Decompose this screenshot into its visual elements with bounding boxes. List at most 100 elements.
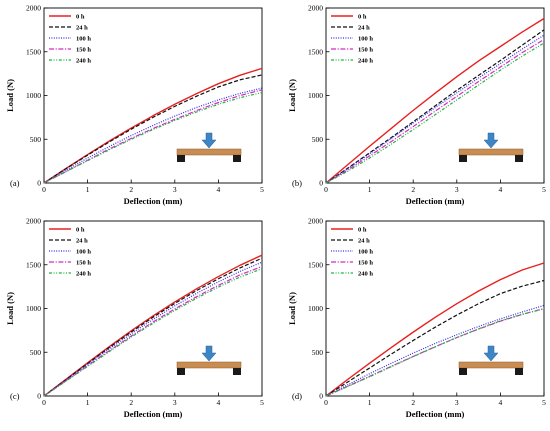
x-tick-label: 1 <box>86 398 90 407</box>
legend-label: 150 h <box>358 46 373 53</box>
x-tick-label: 1 <box>368 398 372 407</box>
legend-label: 150 h <box>76 259 91 266</box>
x-tick-label: 1 <box>368 185 372 194</box>
legend-label: 24 h <box>358 237 370 244</box>
x-tick-label: 4 <box>217 185 221 194</box>
left-support-icon <box>459 155 467 162</box>
series-line <box>325 42 545 184</box>
legend-label: 100 h <box>76 35 91 42</box>
x-axis-title: Deflection (mm) <box>406 409 465 419</box>
series-line <box>43 268 263 397</box>
y-tick-label: 1000 <box>26 304 41 313</box>
series-line <box>43 87 263 184</box>
x-tick-label: 2 <box>129 185 133 194</box>
y-tick-label: 0 <box>37 392 41 401</box>
chart-panel: 0 1 2 3 4 5 0 500 1000 1500 2000 Deflection (mm) Loa… <box>287 217 546 419</box>
y-tick-label: 1000 <box>308 91 323 100</box>
series-line <box>43 261 263 397</box>
legend-label: 240 h <box>358 270 373 277</box>
y-axis-title: Load (N) <box>287 79 297 112</box>
legend-label: 0 h <box>358 226 367 233</box>
x-tick-label: 4 <box>217 398 221 407</box>
legend-label: 240 h <box>76 57 91 64</box>
load-arrow-icon <box>201 132 217 149</box>
y-tick-label: 0 <box>319 179 323 188</box>
beam-icon <box>176 361 242 369</box>
y-axis-title: Load (N) <box>5 79 15 112</box>
series-line <box>43 74 263 184</box>
legend-label: 24 h <box>358 24 370 31</box>
x-tick-label: 0 <box>324 185 328 194</box>
x-tick-label: 2 <box>411 185 415 194</box>
left-support-icon <box>177 155 185 162</box>
series-line <box>325 279 545 397</box>
legend-label: 0 h <box>358 13 367 20</box>
y-tick-label: 1500 <box>308 260 323 269</box>
y-tick-label: 500 <box>312 135 324 144</box>
series-line <box>43 91 263 184</box>
x-tick-label: 0 <box>42 398 46 407</box>
right-support-icon <box>515 368 523 375</box>
load-arrow-icon <box>483 345 499 362</box>
y-tick-label: 1000 <box>308 304 323 313</box>
x-tick-label: 2 <box>411 398 415 407</box>
y-tick-label: 0 <box>319 392 323 401</box>
panel-label: (c) <box>10 391 20 401</box>
legend-label: 24 h <box>76 24 88 31</box>
chart-panel: 0 1 2 3 4 5 0 500 1000 1500 2000 Deflection (mm) Loa… <box>287 4 546 206</box>
chart-panel: 0 1 2 3 4 5 0 500 1000 1500 2000 Deflection (mm) Loa… <box>5 217 264 419</box>
beam-test-schematic <box>176 132 242 162</box>
x-tick-label: 4 <box>499 185 503 194</box>
y-tick-label: 500 <box>312 348 324 357</box>
legend-label: 150 h <box>76 46 91 53</box>
series-line <box>325 262 545 397</box>
y-tick-label: 1000 <box>26 91 41 100</box>
x-axis-title: Deflection (mm) <box>124 196 183 206</box>
x-axis-title: Deflection (mm) <box>406 196 465 206</box>
series-line <box>325 29 545 184</box>
plot-frame <box>325 7 545 184</box>
y-axis-title: Load (N) <box>287 292 297 325</box>
plot-frame <box>43 220 263 397</box>
x-tick-label: 3 <box>173 185 177 194</box>
beam-test-schematic <box>458 345 524 375</box>
y-axis-title: Load (N) <box>5 292 15 325</box>
series-line <box>325 34 545 184</box>
right-support-icon <box>233 368 241 375</box>
panel-label: (b) <box>292 178 302 188</box>
series-line <box>43 257 263 397</box>
legend-label: 240 h <box>358 57 373 64</box>
beam-icon <box>458 148 524 156</box>
y-tick-label: 500 <box>30 348 42 357</box>
beam-icon <box>458 361 524 369</box>
chart-panel: 0 1 2 3 4 5 0 500 1000 1500 2000 Deflection (mm) Loa… <box>5 4 264 206</box>
plot-frame <box>43 7 263 184</box>
x-tick-label: 3 <box>455 398 459 407</box>
beam-test-schematic <box>176 345 242 375</box>
legend-label: 24 h <box>76 237 88 244</box>
series-line <box>325 17 545 184</box>
y-tick-label: 0 <box>37 179 41 188</box>
legend-label: 100 h <box>76 248 91 255</box>
x-tick-label: 0 <box>324 398 328 407</box>
x-tick-label: 5 <box>542 398 546 407</box>
series-line <box>325 304 545 397</box>
left-support-icon <box>459 368 467 375</box>
series-line <box>325 308 545 397</box>
x-tick-label: 0 <box>42 185 46 194</box>
beam-test-schematic <box>458 132 524 162</box>
right-support-icon <box>515 155 523 162</box>
y-tick-label: 1500 <box>26 47 41 56</box>
x-axis-title: Deflection (mm) <box>124 409 183 419</box>
left-support-icon <box>177 368 185 375</box>
load-arrow-icon <box>483 132 499 149</box>
right-support-icon <box>233 155 241 162</box>
series-line <box>43 89 263 184</box>
x-tick-label: 4 <box>499 398 503 407</box>
y-tick-label: 2000 <box>26 4 41 13</box>
legend-label: 100 h <box>358 35 373 42</box>
x-tick-label: 5 <box>260 185 264 194</box>
load-arrow-icon <box>201 345 217 362</box>
x-tick-label: 5 <box>542 185 546 194</box>
